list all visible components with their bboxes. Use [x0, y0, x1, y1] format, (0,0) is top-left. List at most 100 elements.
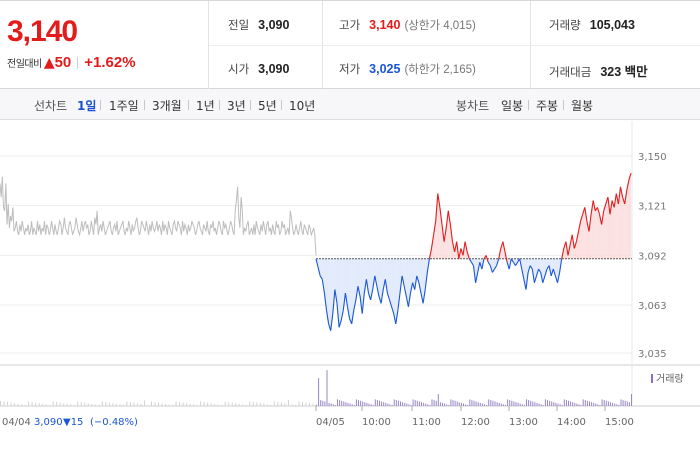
y-axis: 3,150 3,121 3,092 3,063 3,035: [638, 152, 667, 360]
period-10years[interactable]: 10년: [289, 99, 316, 113]
candle-daily[interactable]: 일봉: [501, 99, 524, 113]
area-fill: [622, 197, 625, 259]
period-1week[interactable]: 1주일: [109, 99, 139, 113]
period-1day[interactable]: 1일: [77, 99, 97, 113]
lower-limit: (하한가 2,165): [404, 64, 476, 76]
volume-bar: [256, 402, 258, 406]
volume-bar: [551, 401, 553, 406]
price-segment: [391, 306, 395, 314]
stat-label: 저가: [339, 62, 361, 76]
volume-bar: [291, 404, 293, 406]
area-fill: [395, 258, 398, 324]
area-fill: [570, 234, 573, 259]
volume-bar: [10, 402, 12, 406]
volume-bar: [203, 402, 205, 406]
volume-bar: [406, 403, 408, 406]
price-segment: [523, 279, 527, 290]
stat-value: 3,090: [258, 62, 290, 76]
area-fill: [536, 258, 539, 276]
volume-bar: [161, 403, 163, 406]
intraday-price-chart[interactable]: 3,150 3,121 3,092 3,063 3,035 04/05 10:00 11:0…: [0, 121, 700, 450]
price-segment: [443, 227, 447, 242]
price-segment: [617, 186, 622, 205]
y-tick-label: 3,063: [638, 301, 667, 312]
price-segment: [384, 279, 388, 294]
area-fill: [355, 258, 358, 300]
period-3months[interactable]: 3개월: [152, 99, 182, 113]
stat-label: 전일: [228, 18, 250, 32]
price-segment: [445, 210, 449, 229]
price-segment: [401, 275, 405, 287]
volume-bar: [492, 400, 494, 406]
volume-bar: [143, 400, 145, 406]
volume-bar: [112, 403, 114, 406]
price-segment: [388, 299, 393, 307]
volume-bar: [3, 401, 5, 406]
stat-value: 323 백만: [600, 65, 648, 79]
volume-bar: [481, 403, 483, 406]
price-segment: [496, 258, 500, 266]
volume-bar: [494, 401, 496, 406]
area-fill: [379, 258, 382, 304]
volume-bar: [580, 405, 582, 406]
volume-bar: [379, 400, 380, 406]
volume-bar: [7, 402, 9, 406]
volume-bar: [330, 403, 332, 406]
volume-bar: [87, 403, 89, 406]
stat-prev-close: 전일 3,090: [228, 17, 289, 33]
volume-bar: [31, 402, 33, 406]
price-segment: [407, 292, 412, 307]
x-tick-label: 13:00: [509, 417, 538, 428]
price-segment: [554, 275, 559, 283]
volume-bar: [249, 401, 251, 406]
price-segment: [466, 251, 470, 259]
volume-bar: [591, 402, 593, 406]
volume-bar: [502, 404, 504, 406]
volume-bar: [626, 401, 628, 406]
volume-bar: [427, 404, 429, 406]
area-fill: [343, 258, 346, 311]
area-fill: [616, 193, 619, 259]
area-fill: [435, 193, 438, 259]
candle-monthly[interactable]: 월봉: [571, 99, 594, 113]
volume-bar: [305, 402, 307, 406]
period-5years[interactable]: 5년: [258, 99, 277, 113]
area-fill: [433, 221, 436, 259]
line-chart-label: 선차트: [34, 99, 68, 113]
volume-bar: [277, 402, 279, 406]
volume-bar: [395, 400, 397, 406]
area-fill: [595, 207, 598, 259]
price-segment: [542, 275, 546, 283]
area-fill: [599, 214, 602, 259]
volume-legend-swatch: [651, 374, 653, 383]
volume-bar: [101, 401, 103, 406]
price-segment: [338, 320, 342, 328]
period-1year[interactable]: 1년: [196, 99, 215, 113]
price-segment: [603, 203, 607, 211]
price-segment: [584, 207, 588, 222]
prev-day-change: ▼15: [63, 417, 83, 428]
area-fill: [339, 258, 342, 328]
volume-bar: [360, 400, 362, 406]
volume-bar: [584, 400, 586, 406]
area-fill: [387, 258, 390, 300]
area-fill: [364, 258, 367, 294]
volume-bar: [362, 401, 364, 406]
volume-bar: [610, 402, 611, 406]
volume-bar: [547, 400, 548, 406]
price-segment: [332, 289, 336, 314]
quote-header: 3,140 전일대비 ▲ 50 +1.62% 전일 3,090 시가 3,090 고…: [0, 0, 700, 89]
price-segment: [525, 272, 529, 290]
volume-bar: [465, 404, 467, 406]
series-prev-day-line: [0, 176, 317, 256]
candle-weekly[interactable]: 주봉: [536, 99, 559, 113]
volume-bar: [477, 402, 479, 406]
volume-bar: [622, 400, 624, 406]
prev-day-date: 04/04: [2, 417, 31, 428]
volume-bar: [334, 405, 336, 406]
volume-bar: [603, 400, 605, 406]
change-row: 전일대비 ▲ 50 +1.62%: [7, 54, 136, 71]
area-fill: [337, 258, 340, 328]
period-3years[interactable]: 3년: [227, 99, 246, 113]
volume-bars: [0, 370, 632, 406]
